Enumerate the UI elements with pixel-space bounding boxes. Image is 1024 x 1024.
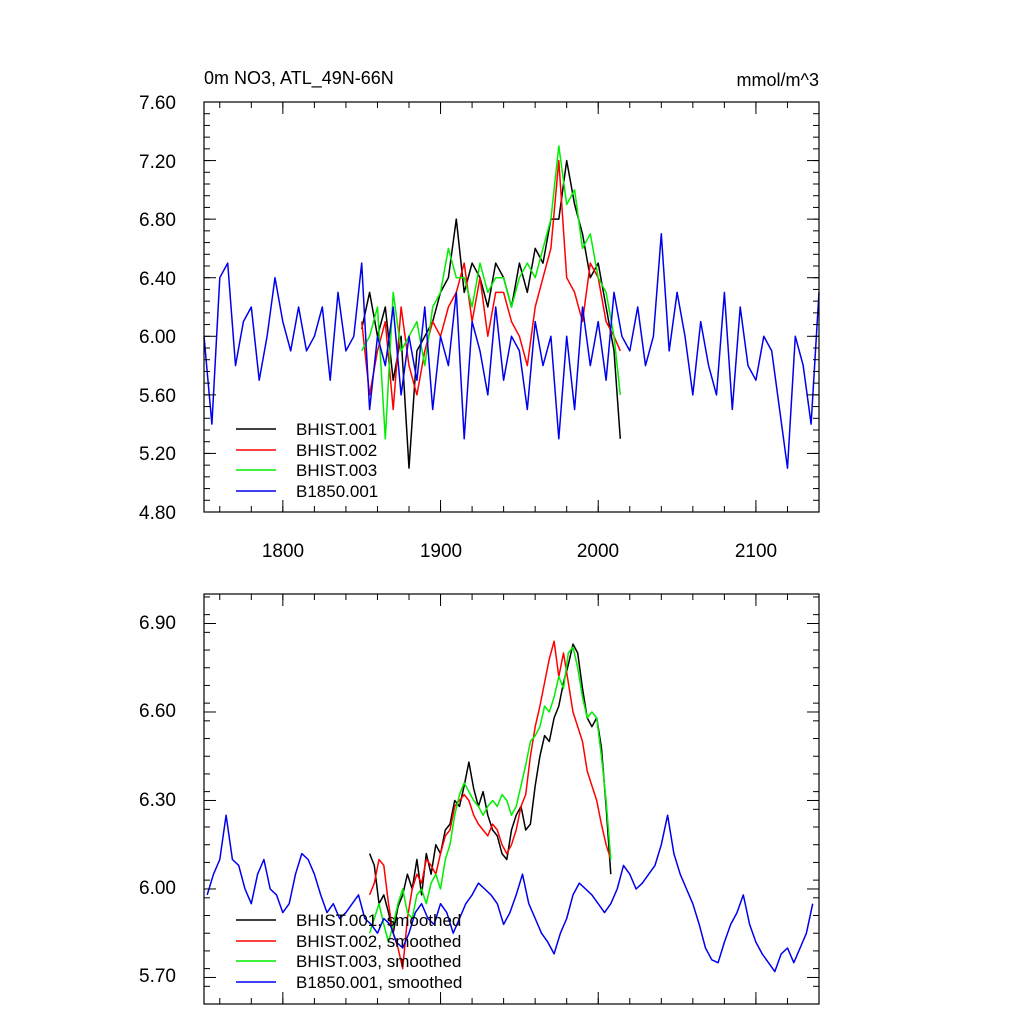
bottom-plot-frame <box>203 593 820 1005</box>
bottom-legend-label: B1850.001, smoothed <box>296 973 462 992</box>
bottom-y-tick-label: 6.00 <box>139 878 176 899</box>
top-y-tick-label: 5.60 <box>139 386 176 407</box>
top-legend-label: BHIST.003 <box>296 461 377 480</box>
top-x-tick-label: 1800 <box>262 541 304 562</box>
top-x-tick-label: 2100 <box>735 541 777 562</box>
bottom-legend-label: BHIST.003, smoothed <box>296 952 461 971</box>
top-legend-label: BHIST.001 <box>296 420 377 439</box>
top-legend: BHIST.001 BHIST.002 BHIST.003 B1850.001 <box>236 420 378 501</box>
series-line-b1850-001 <box>203 233 820 469</box>
top-series-group <box>203 145 820 469</box>
bottom-y-tick-label: 5.70 <box>139 966 176 987</box>
top-legend-label: BHIST.002 <box>296 441 377 460</box>
bottom-legend-label: BHIST.002, smoothed <box>296 932 461 951</box>
series-line-bhist-003-smoothed <box>368 646 612 943</box>
top-panel: 0m NO3, ATL_49N-66N mmol/m^3 4.80 5.20 5… <box>139 68 820 562</box>
bottom-y-tick-labels: 5.70 6.00 6.30 6.60 6.90 <box>139 613 176 987</box>
series-line-bhist-002-smoothed <box>368 640 612 970</box>
bottom-legend-label: BHIST.001, smoothed <box>296 911 461 930</box>
bottom-legend: BHIST.001, smoothed BHIST.002, smoothed … <box>236 911 462 992</box>
top-title-right: mmol/m^3 <box>737 70 819 90</box>
top-tick-marks <box>204 101 820 513</box>
top-x-tick-label: 2000 <box>577 541 619 562</box>
top-y-tick-labels: 4.80 5.20 5.60 6.00 6.40 6.80 7.20 7.60 <box>139 93 176 524</box>
top-x-tick-label: 1900 <box>420 541 462 562</box>
top-y-tick-label: 6.40 <box>139 269 176 290</box>
top-title-left: 0m NO3, ATL_49N-66N <box>204 68 394 89</box>
top-y-tick-label: 7.20 <box>139 152 176 173</box>
bottom-panel: 5.70 6.00 6.30 6.60 6.90 BHIST.001, smoo… <box>139 593 820 1005</box>
series-line-b1850-001-smoothed <box>206 814 814 973</box>
bottom-y-tick-label: 6.90 <box>139 613 176 634</box>
top-y-tick-label: 5.20 <box>139 444 176 465</box>
bottom-series-group <box>206 640 814 973</box>
series-line-bhist-002 <box>360 159 621 411</box>
top-legend-label: B1850.001 <box>296 482 378 501</box>
series-line-bhist-003 <box>361 145 622 440</box>
bottom-tick-marks <box>204 594 820 1005</box>
top-y-tick-label: 6.80 <box>139 210 176 231</box>
bottom-y-tick-label: 6.60 <box>139 701 176 722</box>
top-plot-frame <box>203 101 820 513</box>
top-y-tick-label: 7.60 <box>139 93 176 114</box>
top-y-tick-label: 6.00 <box>139 327 176 348</box>
series-line-bhist-001-smoothed <box>368 643 612 934</box>
top-y-tick-label: 4.80 <box>139 503 176 524</box>
top-x-tick-labels: 1800 1900 2000 2100 <box>262 541 777 562</box>
bottom-y-tick-label: 6.30 <box>139 790 176 811</box>
